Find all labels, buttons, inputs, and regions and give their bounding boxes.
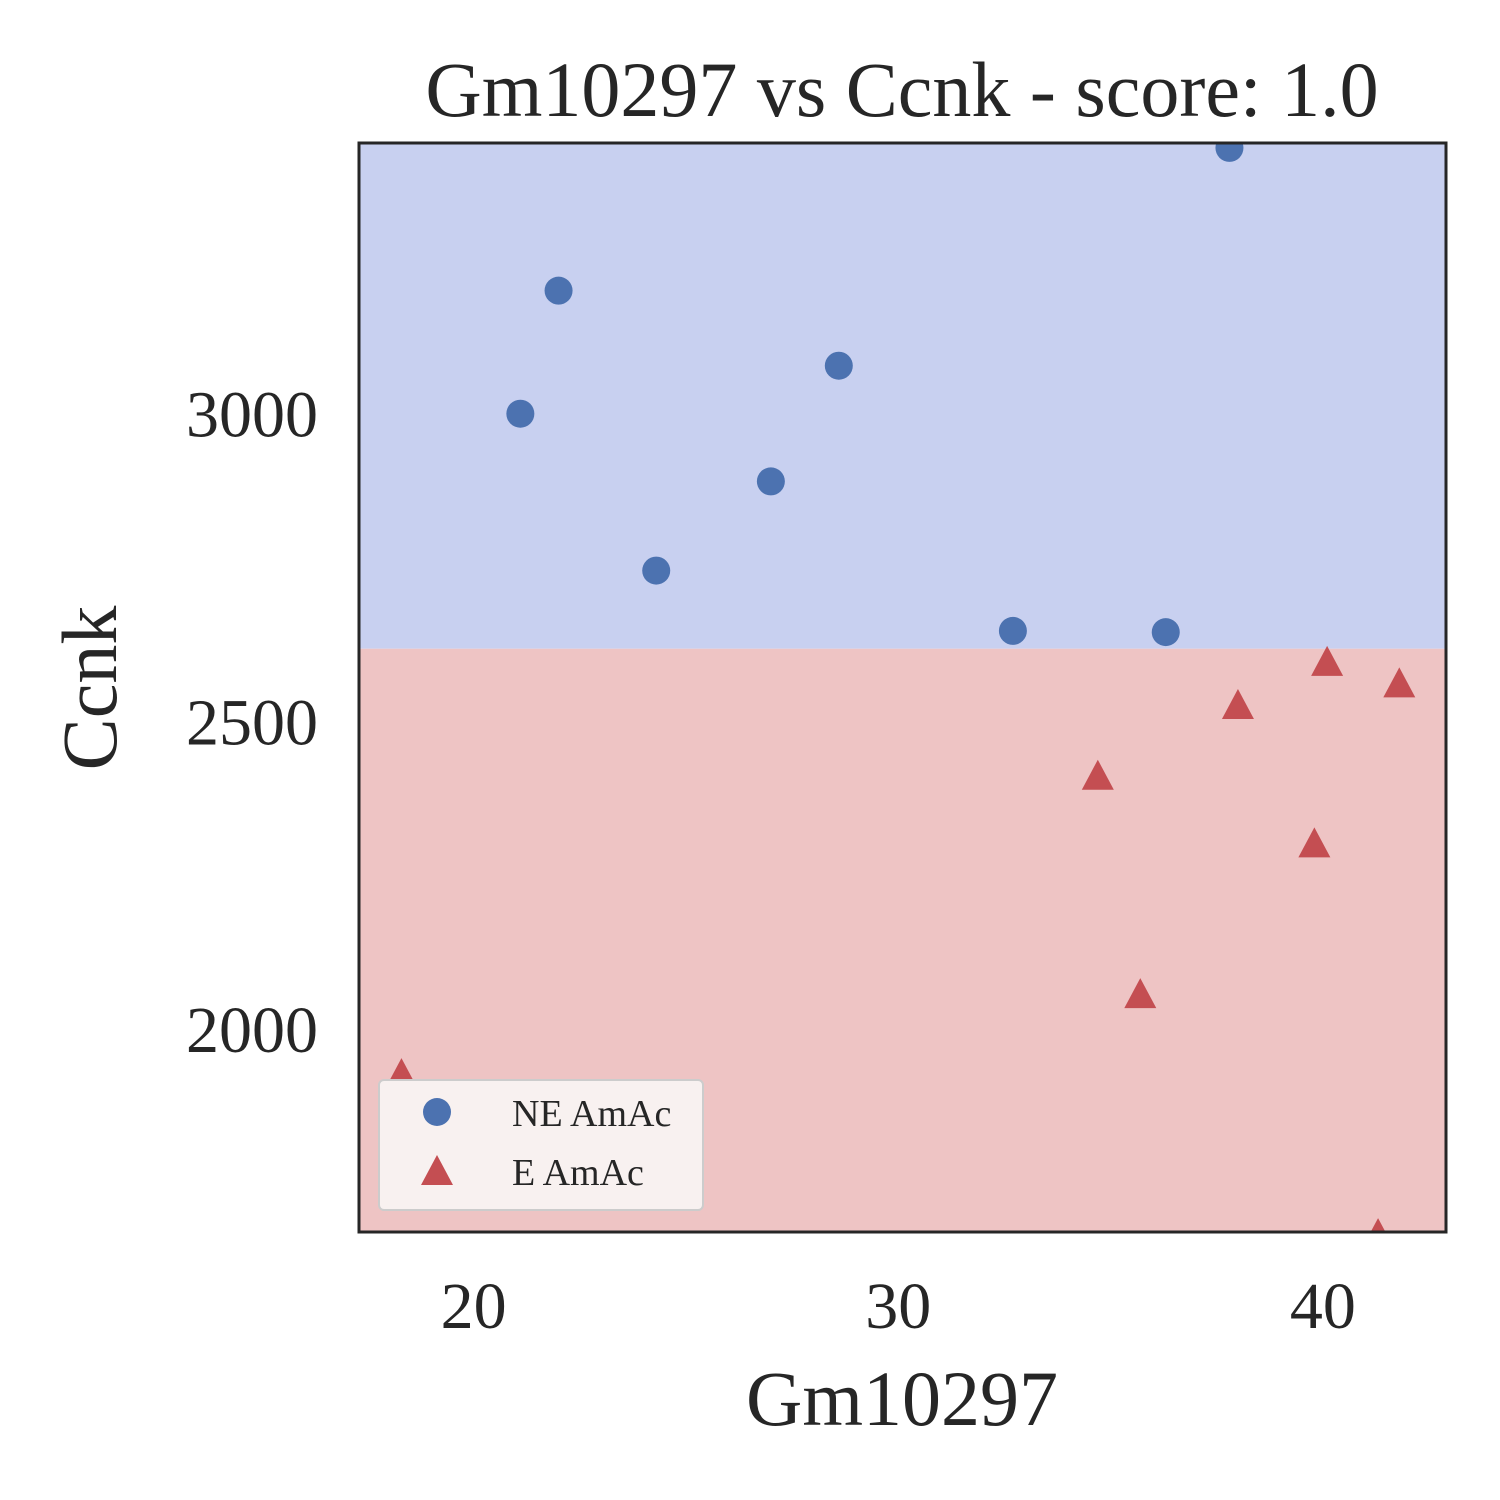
y-tick-label: 3000: [186, 379, 318, 452]
point-e-amac: [1370, 1218, 1386, 1232]
point-ne-amac: [998, 616, 1027, 645]
legend-label-e-amac: E AmAc: [512, 1152, 644, 1194]
point-e-amac: [1311, 645, 1344, 676]
plot-frame: [357, 141, 1448, 1234]
region-above: [359, 143, 1446, 649]
y-axis-label: Ccnk: [46, 606, 133, 771]
data-points: [385, 143, 1416, 1232]
x-tick-label: 20: [441, 1270, 507, 1343]
point-ne-amac: [756, 467, 785, 496]
decision-regions: [359, 143, 1446, 1232]
point-ne-amac: [1215, 143, 1244, 162]
legend-box: [378, 1079, 704, 1211]
point-e-amac: [1221, 688, 1254, 719]
point-ne-amac: [824, 351, 853, 380]
point-ne-amac: [642, 556, 671, 585]
point-ne-amac: [506, 399, 535, 428]
x-axis-ticks: 20 30 40: [441, 1270, 1356, 1343]
x-axis-label: Gm10297: [746, 1355, 1058, 1442]
chart-title: Gm10297 vs Ccnk - score: 1.0: [425, 46, 1378, 133]
point-e-amac: [1298, 827, 1331, 858]
point-ne-amac: [1151, 618, 1180, 647]
y-tick-label: 2000: [186, 994, 318, 1067]
point-e-amac: [1383, 667, 1416, 698]
legend: NE AmAc E AmAc: [378, 1079, 704, 1211]
x-tick-label: 30: [865, 1270, 931, 1343]
legend-marker-e-amac: [421, 1155, 453, 1185]
legend-marker-ne-amac: [423, 1098, 451, 1126]
point-ne-amac: [544, 276, 573, 305]
point-e-amac: [1081, 759, 1114, 790]
y-axis-ticks: 2000 2500 3000: [186, 379, 318, 1067]
x-tick-label: 40: [1290, 1270, 1356, 1343]
point-e-amac: [1124, 978, 1157, 1009]
legend-label-ne-amac: NE AmAc: [512, 1093, 671, 1135]
y-tick-label: 2500: [186, 686, 318, 759]
